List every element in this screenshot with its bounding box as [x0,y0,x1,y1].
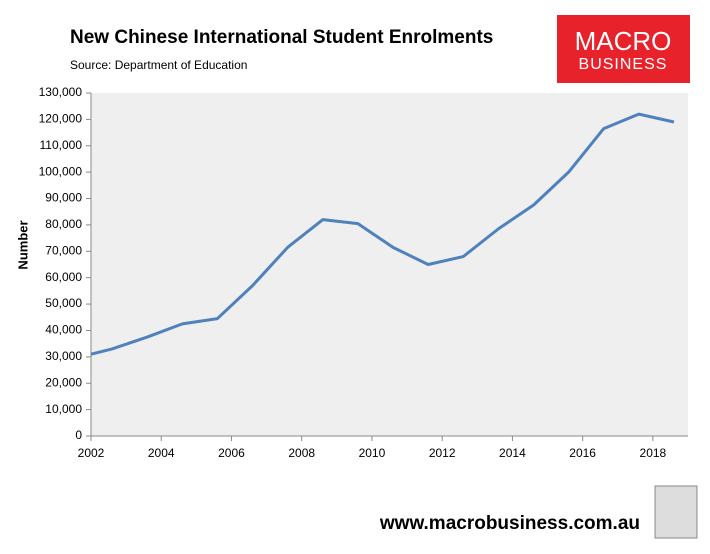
footer: www.macrobusiness.com.au [379,513,640,534]
x-tick-label: 2008 [288,446,315,460]
x-tick-label: 2012 [429,446,456,460]
y-tick-label: 10,000 [45,402,82,416]
y-tick-label: 120,000 [39,112,83,126]
y-tick-label: 50,000 [45,296,82,310]
x-tick-label: 2006 [218,446,245,460]
logo-image [654,485,698,539]
y-tick-label: 90,000 [45,191,82,205]
chart-subtitle: Source: Department of Education [70,58,247,72]
x-tick-label: 2004 [148,446,175,460]
plot-area [91,93,688,436]
x-tick-label: 2010 [359,446,386,460]
y-tick-label: 60,000 [45,270,82,284]
x-tick-label: 2016 [569,446,596,460]
x-tick-label: 2018 [640,446,667,460]
y-tick-label: 70,000 [45,243,82,257]
y-tick-label: 100,000 [39,164,83,178]
logo-text: BUSINESS [579,56,668,73]
y-tick-label: 40,000 [45,323,82,337]
x-tick-label: 2002 [78,446,105,460]
y-tick-label: 0 [75,428,82,442]
line-series [90,112,675,356]
logo-text: MACRO [575,26,672,56]
chart-title: New Chinese International Student Enrolm… [70,27,493,48]
y-axis-label: Number [15,220,30,269]
y-tick-label: 130,000 [39,85,83,99]
y-tick-label: 110,000 [40,138,83,152]
y-tick-label: 20,000 [45,375,82,389]
logo-box [557,15,690,83]
y-tick-label: 80,000 [45,217,82,231]
x-tick-label: 2014 [499,446,526,460]
y-tick-label: 30,000 [45,349,82,363]
